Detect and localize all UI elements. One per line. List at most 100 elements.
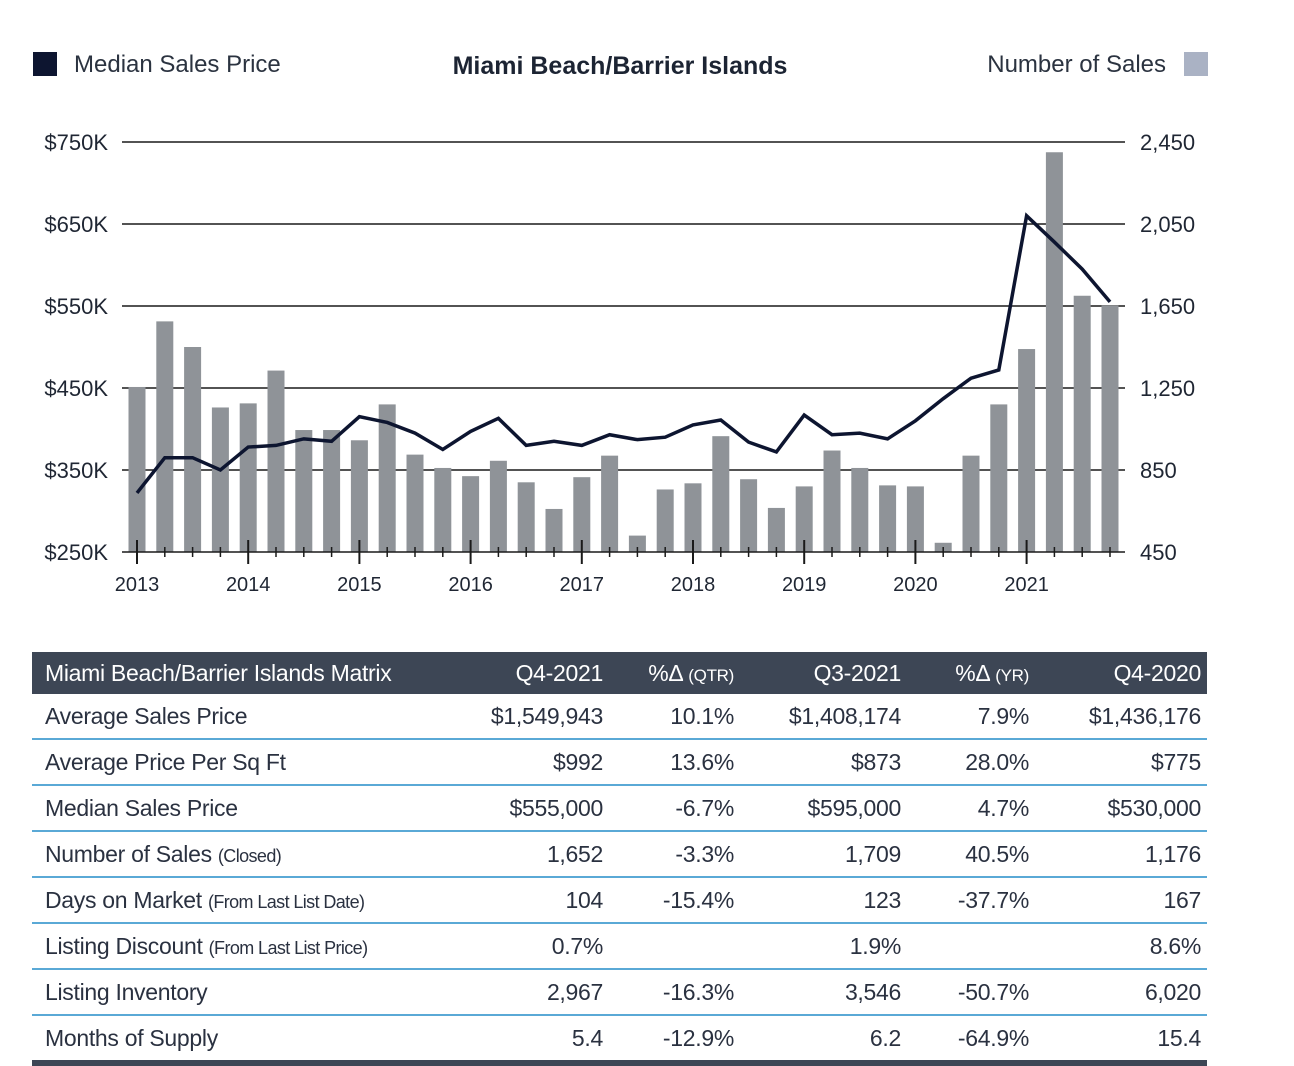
sales-bar (767, 507, 785, 552)
sales-bar (434, 467, 452, 552)
q3-2021-value: 123 (734, 877, 901, 924)
change-yr-qualifier: (YR) (995, 665, 1029, 685)
q4-2021-value: $1,549,943 (465, 694, 603, 740)
x-tick-label: 2018 (671, 574, 716, 596)
change-yr-value: 4.7% (901, 785, 1029, 832)
sales-bar (1018, 349, 1036, 552)
sales-bar (851, 467, 869, 552)
sales-bar (517, 482, 535, 552)
sales-bar (823, 450, 841, 552)
change-qtr-value: -15.4% (603, 877, 734, 924)
sales-bar (545, 508, 563, 552)
y-left-tick-label: $550K (44, 294, 108, 319)
change-qtr-header: %Δ (QTR) (603, 652, 734, 694)
x-tick-label: 2017 (560, 574, 605, 596)
q3-2021-value: 1,709 (734, 831, 901, 878)
q3-2021-header: Q3-2021 (734, 652, 901, 694)
q3-2021-value: $1,408,174 (734, 694, 901, 740)
chart-title: Miami Beach/Barrier Islands (453, 52, 788, 80)
sales-bar (712, 436, 730, 552)
table-row: Listing Discount (From Last List Price) 0… (32, 923, 1207, 970)
x-tick-label: 2021 (1004, 574, 1049, 596)
market-matrix-table: Miami Beach/Barrier Islands Matrix Q4-20… (32, 652, 1207, 1066)
table-row: Number of Sales (Closed) 1,652 -3.3% 1,709 4… (32, 831, 1207, 878)
change-yr-value: -64.9% (901, 1015, 1029, 1066)
x-axis (122, 540, 1125, 564)
change-yr-value: 40.5% (901, 831, 1029, 878)
sales-bar (323, 430, 341, 552)
q4-2021-value: $992 (465, 739, 603, 786)
row-label-text: Months of Supply (45, 1024, 218, 1051)
sales-bar (1045, 152, 1063, 552)
row-label-text: Days on Market (45, 886, 202, 913)
y-right-tick-label: 2,450 (1140, 130, 1195, 155)
y-right-tick-label: 1,650 (1140, 294, 1195, 319)
row-label-text: Number of Sales (45, 840, 212, 867)
change-yr-value (901, 923, 1029, 970)
row-label: Average Sales Price (32, 694, 465, 740)
y-left-tick-label: $350K (44, 458, 108, 483)
q4-2021-value: 104 (465, 877, 603, 924)
sales-bar (406, 454, 424, 552)
change-yr-value: 28.0% (901, 739, 1029, 786)
q4-2020-value: 1,176 (1029, 831, 1207, 878)
x-tick-label: 2020 (893, 574, 938, 596)
row-label-text: Listing Discount (45, 932, 203, 959)
row-label-qualifier: (From Last List Price) (208, 937, 368, 958)
median-price-legend-swatch (33, 52, 57, 76)
sales-bar (211, 407, 229, 552)
change-qtr-value: 13.6% (603, 739, 734, 786)
q4-2021-value: $555,000 (465, 785, 603, 832)
y-right-tick-label: 1,250 (1140, 376, 1195, 401)
change-qtr-value: 10.1% (603, 694, 734, 740)
change-qtr-value (603, 923, 734, 970)
sales-bar (267, 370, 285, 552)
change-qtr-symbol: %Δ (648, 659, 683, 686)
sales-bar (684, 483, 702, 552)
row-label: Listing Discount (From Last List Price) (32, 923, 465, 970)
sales-bar (184, 347, 202, 552)
table-row: Months of Supply 5.4 -12.9% 6.2 -64.9% 15.4 (32, 1015, 1207, 1066)
q4-2021-header: Q4-2021 (465, 652, 603, 694)
x-tick-label: 2013 (115, 574, 160, 596)
number-of-sales-legend-label: Number of Sales (987, 51, 1166, 78)
sales-bar (295, 430, 313, 552)
x-tick-label: 2015 (337, 574, 382, 596)
q4-2020-value: $530,000 (1029, 785, 1207, 832)
table-header-row: Miami Beach/Barrier Islands Matrix Q4-20… (32, 652, 1207, 694)
q4-2020-value: 167 (1029, 877, 1207, 924)
q4-2020-value: 6,020 (1029, 969, 1207, 1016)
table-row: Listing Inventory 2,967 -16.3% 3,546 -50.7% 6… (32, 969, 1207, 1016)
row-label: Average Price Per Sq Ft (32, 739, 465, 786)
table-row: Average Sales Price $1,549,943 10.1% $1,408… (32, 694, 1207, 740)
sales-bar (795, 486, 813, 552)
sales-bar (656, 489, 674, 552)
median-price-legend-label: Median Sales Price (74, 51, 281, 78)
sales-bar (128, 386, 146, 552)
sales-bar (156, 321, 174, 552)
table-row: Average Price Per Sq Ft $992 13.6% $873 28.0… (32, 739, 1207, 786)
sales-chart: Median Sales Price Miami Beach/Barrier I… (33, 51, 1208, 596)
y-right-tick-label: 850 (1140, 458, 1177, 483)
number-of-sales-legend-swatch (1184, 52, 1208, 76)
row-label: Median Sales Price (32, 785, 465, 832)
row-label-qualifier: (From Last List Date) (207, 891, 365, 912)
q3-2021-value: 3,546 (734, 969, 901, 1016)
y-right-tick-label: 450 (1140, 540, 1177, 565)
q4-2021-value: 1,652 (465, 831, 603, 878)
x-tick-label: 2014 (226, 574, 271, 596)
sales-bar (906, 486, 924, 552)
sales-bar (573, 477, 591, 552)
median-price-line (135, 212, 1112, 495)
sales-bar (1073, 295, 1091, 552)
q4-2020-value: $775 (1029, 739, 1207, 786)
y-left-tick-label: $650K (44, 212, 108, 237)
sales-bar (879, 485, 897, 552)
sales-bar (962, 455, 980, 552)
row-label-text: Average Sales Price (45, 702, 248, 729)
row-label: Listing Inventory (32, 969, 465, 1016)
q4-2021-value: 2,967 (465, 969, 603, 1016)
sales-bar (1101, 305, 1119, 552)
row-label-text: Listing Inventory (45, 978, 208, 1005)
row-label-text: Average Price Per Sq Ft (45, 748, 286, 775)
